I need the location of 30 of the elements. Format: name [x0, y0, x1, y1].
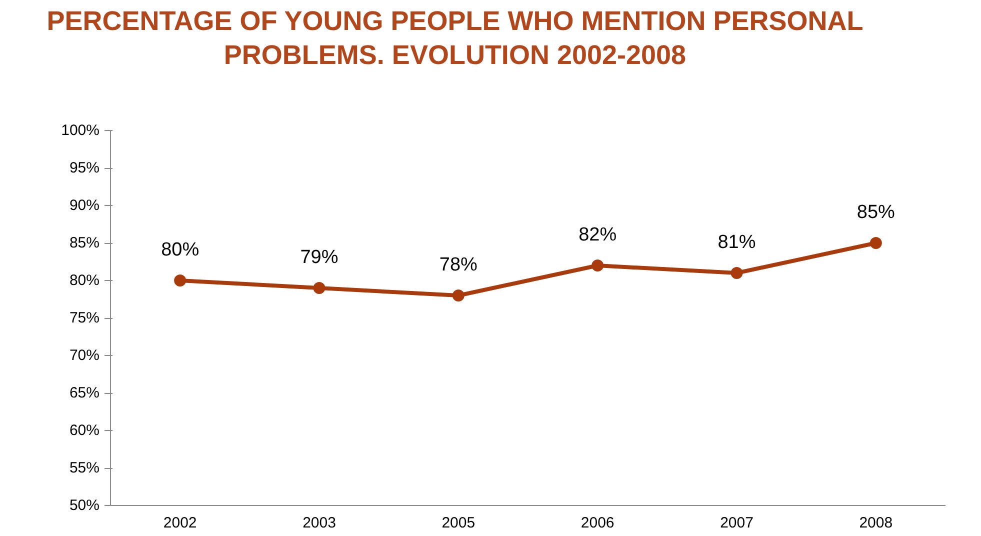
point	[313, 282, 326, 294]
y-tick-label: 75%	[69, 310, 100, 326]
y-tick-label: 70%	[69, 347, 100, 364]
x-tick-label: 2008	[859, 514, 893, 532]
x-tick-label: 2005	[442, 514, 476, 532]
y-tick-label: 55%	[69, 460, 100, 476]
y-tick-label: 95%	[69, 160, 100, 176]
y-tick-label: 90%	[69, 197, 100, 214]
text: 85%	[856, 202, 895, 223]
y-tick-label: 65%	[69, 384, 100, 402]
y-tick-label: 50%	[69, 497, 100, 514]
y-tick-label: 100%	[61, 122, 100, 139]
text: 81%	[718, 232, 756, 253]
x-tick-label: 2007	[720, 514, 754, 532]
y-tick-label: 60%	[69, 422, 100, 439]
y-tick-label: 85%	[69, 234, 100, 252]
point	[452, 290, 464, 302]
point	[730, 267, 743, 279]
x-tick-label: 2002	[163, 514, 197, 532]
text: 78%	[439, 254, 478, 276]
chart-title: PERCENTAGE OF YOUNG PEOPLE WHO MENTION PERSONAL PROBLEMS. EVOLUTION 2002-2008	[46, 5, 864, 72]
text: 80%	[161, 240, 200, 260]
text: 82%	[578, 224, 617, 246]
point	[174, 274, 186, 286]
x-tick-label: 2006	[580, 514, 614, 532]
point	[870, 237, 882, 249]
y-tick-label: 80%	[69, 272, 100, 289]
text: 79%	[300, 247, 338, 268]
x-tick-label: 2003	[302, 514, 336, 532]
point	[592, 260, 604, 272]
